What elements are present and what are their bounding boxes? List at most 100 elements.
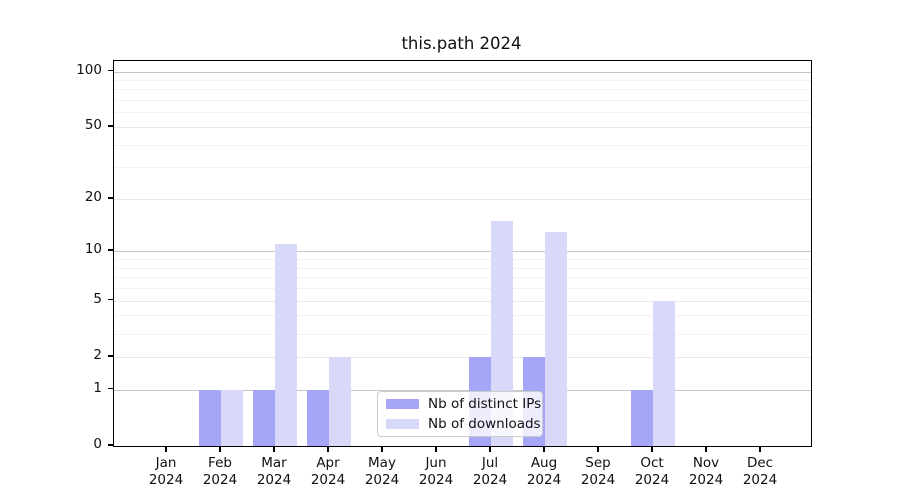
x-tick [219,446,221,452]
legend-label-distinct-ips: Nb of distinct IPs [428,396,542,412]
x-tick-year: 2024 [148,471,184,488]
bar-distinct-ips-oct [631,389,653,446]
bar-downloads-aug [545,231,567,446]
x-tick [327,446,329,452]
legend-item-downloads: Nb of downloads [378,416,542,432]
y-tick [108,69,113,72]
gridline-minor [114,288,811,290]
x-tick-month: Jul [481,455,499,471]
legend-swatch-downloads [386,419,419,429]
x-tick-year: 2024 [418,471,454,488]
bar-downloads-apr [329,356,351,446]
x-tick-month: Apr [316,455,340,471]
bar-downloads-jul [491,221,513,446]
x-tick-month: May [368,455,396,471]
legend-swatch-distinct-ips [386,399,419,409]
x-tick-label: Oct 2024 [625,455,679,489]
x-tick-label: Sep 2024 [571,455,625,489]
bar-distinct-ips-apr [307,389,329,446]
gridline-minor [114,100,811,102]
bar-distinct-ips-mar [253,389,275,446]
x-tick-month: Dec [746,455,774,471]
x-tick-year: 2024 [580,471,616,488]
x-tick-month: Nov [692,455,720,471]
x-tick [597,446,599,452]
y-tick-label: 10 [84,241,102,258]
x-tick-label: Apr 2024 [301,455,355,489]
bar-downloads-feb [221,389,243,446]
x-tick [651,446,653,452]
x-tick-label: Jun 2024 [409,455,463,489]
x-tick-label: Aug 2024 [517,455,571,489]
x-tick-label: May 2024 [355,455,409,489]
legend: Nb of distinct IPs Nb of downloads [377,391,543,437]
x-tick-year: 2024 [364,471,400,488]
x-tick-label: Mar 2024 [247,455,301,489]
x-tick-label: Dec 2024 [733,455,787,489]
x-tick [381,446,383,452]
x-tick [273,446,275,452]
x-tick [543,446,545,452]
legend-item-distinct-ips: Nb of distinct IPs [378,396,542,412]
gridline-minor [114,167,811,169]
y-tick-label: 20 [84,188,102,205]
y-tick [108,249,113,252]
x-tick [489,446,491,452]
gridline-minor [114,277,811,279]
x-tick-month: Aug [530,455,558,471]
chart-title: this.path 2024 [401,34,522,53]
gridline-minor [114,267,811,269]
gridline-major [114,389,811,391]
x-tick-year: 2024 [256,471,292,488]
y-tick-label: 1 [93,379,102,396]
x-tick-label: Jan 2024 [139,455,193,489]
y-tick-label: 50 [84,116,102,133]
y-tick [108,196,113,199]
gridline-major [114,126,811,128]
y-tick-label: 0 [93,436,102,452]
x-tick [165,446,167,452]
y-tick [108,387,113,390]
bar-distinct-ips-feb [199,389,221,446]
x-tick [759,446,761,452]
gridline-major [114,356,811,358]
gridline-minor [114,112,811,114]
y-tick [108,354,113,357]
gridline-minor [114,79,811,81]
gridline-major [114,251,811,253]
gridline-major [114,198,811,200]
x-tick-year: 2024 [526,471,562,488]
x-tick-label: Feb 2024 [193,455,247,489]
y-tick-label: 2 [93,346,102,363]
x-tick-label: Nov 2024 [679,455,733,489]
gridline-major [114,300,811,302]
gridline-minor [114,89,811,91]
y-tick [108,124,113,127]
x-tick-month: Feb [208,455,232,471]
y-tick-label: 5 [93,290,102,307]
y-tick [108,444,113,446]
gridline-minor [114,144,811,146]
bar-downloads-mar [275,244,297,446]
y-tick [108,298,113,301]
x-tick [435,446,437,452]
x-tick-month: Jan [155,455,177,471]
bar-downloads-oct [653,300,675,446]
x-tick-month: Jun [425,455,447,471]
legend-label-downloads: Nb of downloads [428,416,541,432]
gridline-minor [114,315,811,317]
x-tick-year: 2024 [634,471,670,488]
x-tick-month: Sep [585,455,611,471]
gridline-minor [114,259,811,261]
x-tick-month: Mar [261,455,287,471]
gridline-minor [114,333,811,335]
x-tick-month: Oct [640,455,664,471]
gridline-major [114,71,811,73]
x-tick-year: 2024 [310,471,346,488]
x-tick-year: 2024 [742,471,778,488]
y-tick-label: 100 [76,61,102,78]
x-tick-year: 2024 [688,471,724,488]
plot-area [113,60,812,447]
x-tick-label: Jul 2024 [463,455,517,489]
